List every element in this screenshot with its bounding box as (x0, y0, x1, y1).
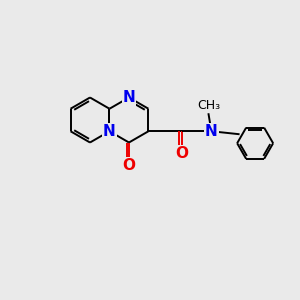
Text: N: N (205, 124, 218, 139)
Text: O: O (175, 146, 188, 161)
Text: CH₃: CH₃ (197, 99, 220, 112)
Text: N: N (103, 124, 116, 139)
Text: O: O (122, 158, 136, 172)
Text: N: N (123, 90, 135, 105)
